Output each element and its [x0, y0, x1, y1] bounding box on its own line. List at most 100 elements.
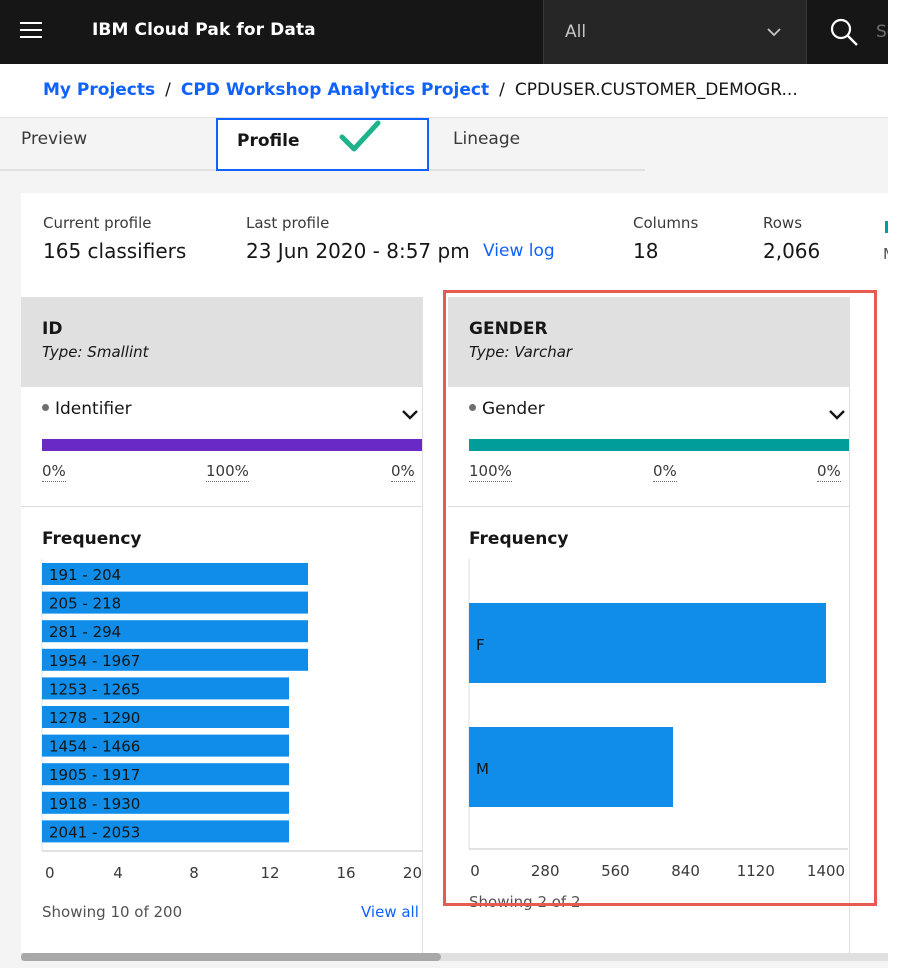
view-log-link[interactable]: View log: [483, 241, 555, 261]
bar-label: 191 - 204: [49, 566, 121, 584]
brand-name: IBM Cloud Pak for Data: [92, 20, 316, 40]
column-card-id: ID Type: Smallint Identifier 0% 100% 0% …: [21, 297, 423, 957]
chevron-down-icon[interactable]: [400, 407, 420, 423]
quality-pct-valid[interactable]: 100%: [469, 462, 512, 482]
tab-lineage[interactable]: Lineage: [453, 129, 521, 149]
classification-dropdown[interactable]: Gender: [469, 399, 545, 419]
x-tick-label: 16: [336, 864, 355, 882]
breadcrumb-my-projects[interactable]: My Projects: [43, 80, 156, 100]
quality-pct-valid[interactable]: 0%: [42, 462, 66, 482]
bar[interactable]: [42, 563, 308, 585]
classification-row: Gender 100% 0% 0%: [448, 387, 849, 507]
x-tick-label: 1120: [737, 862, 775, 880]
search-icon[interactable]: [828, 16, 860, 48]
horizontal-scrollbar[interactable]: [21, 953, 888, 961]
scope-dropdown[interactable]: All: [543, 0, 807, 64]
quality-pct-mid[interactable]: 100%: [206, 462, 249, 482]
search-input[interactable]: Se: [876, 22, 888, 42]
bar[interactable]: [42, 648, 308, 671]
frequency-title: Frequency: [42, 529, 142, 549]
bar-label: M: [476, 760, 489, 778]
quality-pct-end[interactable]: 0%: [391, 462, 415, 482]
column-header: GENDER Type: Varchar: [448, 297, 850, 387]
tab-bar: Preview Profile Lineage: [0, 118, 645, 171]
last-profile-value: 23 Jun 2020 - 8:57 pm: [246, 239, 470, 263]
next-quality-bar: [885, 221, 888, 233]
rows-value: 2,066: [763, 239, 821, 263]
bar-label: 205 - 218: [49, 595, 121, 613]
bar[interactable]: [42, 706, 289, 728]
breadcrumb: My Projects / CPD Workshop Analytics Proje…: [0, 64, 888, 118]
classification-row: Identifier 0% 100% 0%: [21, 387, 422, 507]
bar-label: 1454 - 1466: [49, 738, 140, 756]
chevron-down-icon: [767, 28, 781, 37]
breadcrumb-current: CPDUSER.CUSTOMER_DEMOGR...: [514, 80, 798, 100]
menu-icon[interactable]: [20, 22, 42, 42]
column-name: GENDER: [469, 319, 548, 339]
column-name: ID: [42, 319, 63, 339]
bar[interactable]: [42, 820, 289, 843]
chevron-down-icon[interactable]: [827, 407, 847, 423]
column-type: Type: Varchar: [469, 343, 573, 361]
x-tick-label: 4: [113, 864, 123, 882]
bar-label: 1918 - 1930: [49, 795, 140, 813]
bar-label: 281 - 294: [49, 623, 121, 641]
breadcrumb-separator: /: [499, 80, 505, 100]
bar[interactable]: [42, 791, 289, 814]
quality-pct-end[interactable]: 0%: [817, 462, 841, 482]
app-window: IBM Cloud Pak for Data All Se My Project…: [0, 0, 888, 968]
columns-label: Columns: [633, 214, 699, 232]
column-type: Type: Smallint: [42, 343, 149, 361]
bar[interactable]: [42, 734, 289, 757]
x-tick-label: 560: [601, 862, 630, 880]
tab-profile[interactable]: Profile: [216, 118, 429, 171]
x-tick-label: 280: [531, 862, 560, 880]
x-tick-label: 0: [470, 862, 480, 880]
rows-label: Rows: [763, 214, 803, 232]
column-card-gender: GENDER Type: Varchar Gender 100% 0% 0% F…: [448, 297, 850, 957]
checkmark-icon: [339, 120, 381, 152]
classification-label: Identifier: [55, 399, 132, 419]
x-tick-label: 840: [671, 862, 700, 880]
bar-label: 1278 - 1290: [49, 709, 140, 727]
bar-label: F: [476, 636, 485, 654]
top-header: IBM Cloud Pak for Data All Se: [0, 0, 888, 64]
quality-bar: [42, 439, 422, 451]
x-tick-label: 1400: [807, 862, 845, 880]
current-profile-value: 165 classifiers: [43, 239, 187, 263]
bar[interactable]: [469, 603, 826, 683]
breadcrumb-project[interactable]: CPD Workshop Analytics Project: [180, 80, 490, 100]
profile-card: Current profile 165 classifiers Last pro…: [21, 193, 888, 957]
classification-dropdown[interactable]: Identifier: [42, 399, 132, 419]
bar[interactable]: [42, 677, 289, 700]
bar[interactable]: [42, 591, 308, 614]
showing-count: Showing 2 of 2: [469, 893, 581, 911]
dot-icon: [42, 404, 49, 411]
view-all-link[interactable]: View all: [361, 903, 419, 921]
quality-bar: [469, 439, 849, 451]
classification-label: Gender: [482, 399, 545, 419]
quality-pct-mid[interactable]: 0%: [653, 462, 677, 482]
showing-count: Showing 10 of 200: [42, 903, 183, 921]
x-tick-label: 20: [403, 864, 422, 882]
frequency-chart-id: 191 - 204 205 - 218 281 - 294 1954 - 1967 12…: [41, 559, 422, 882]
columns-value: 18: [633, 239, 659, 263]
dot-icon: [469, 404, 476, 411]
bar[interactable]: [42, 763, 289, 786]
bar-label: 1954 - 1967: [49, 652, 140, 670]
bar[interactable]: [469, 727, 673, 807]
x-tick-label: 0: [45, 864, 55, 882]
bar-label: 2041 - 2053: [49, 823, 140, 841]
bar[interactable]: [42, 620, 308, 643]
next-partial-text: M: [883, 245, 888, 263]
frequency-chart-gender: F M 0 280 560 840 1120 1400: [468, 559, 848, 880]
scrollbar-thumb[interactable]: [21, 953, 441, 961]
x-tick-label: 12: [260, 864, 279, 882]
current-profile-label: Current profile: [43, 214, 152, 232]
last-profile-label: Last profile: [246, 214, 330, 232]
scope-selected: All: [565, 22, 587, 42]
breadcrumb-separator: /: [165, 80, 171, 100]
frequency-title: Frequency: [469, 529, 569, 549]
tab-preview[interactable]: Preview: [21, 129, 88, 149]
column-header: ID Type: Smallint: [21, 297, 423, 387]
